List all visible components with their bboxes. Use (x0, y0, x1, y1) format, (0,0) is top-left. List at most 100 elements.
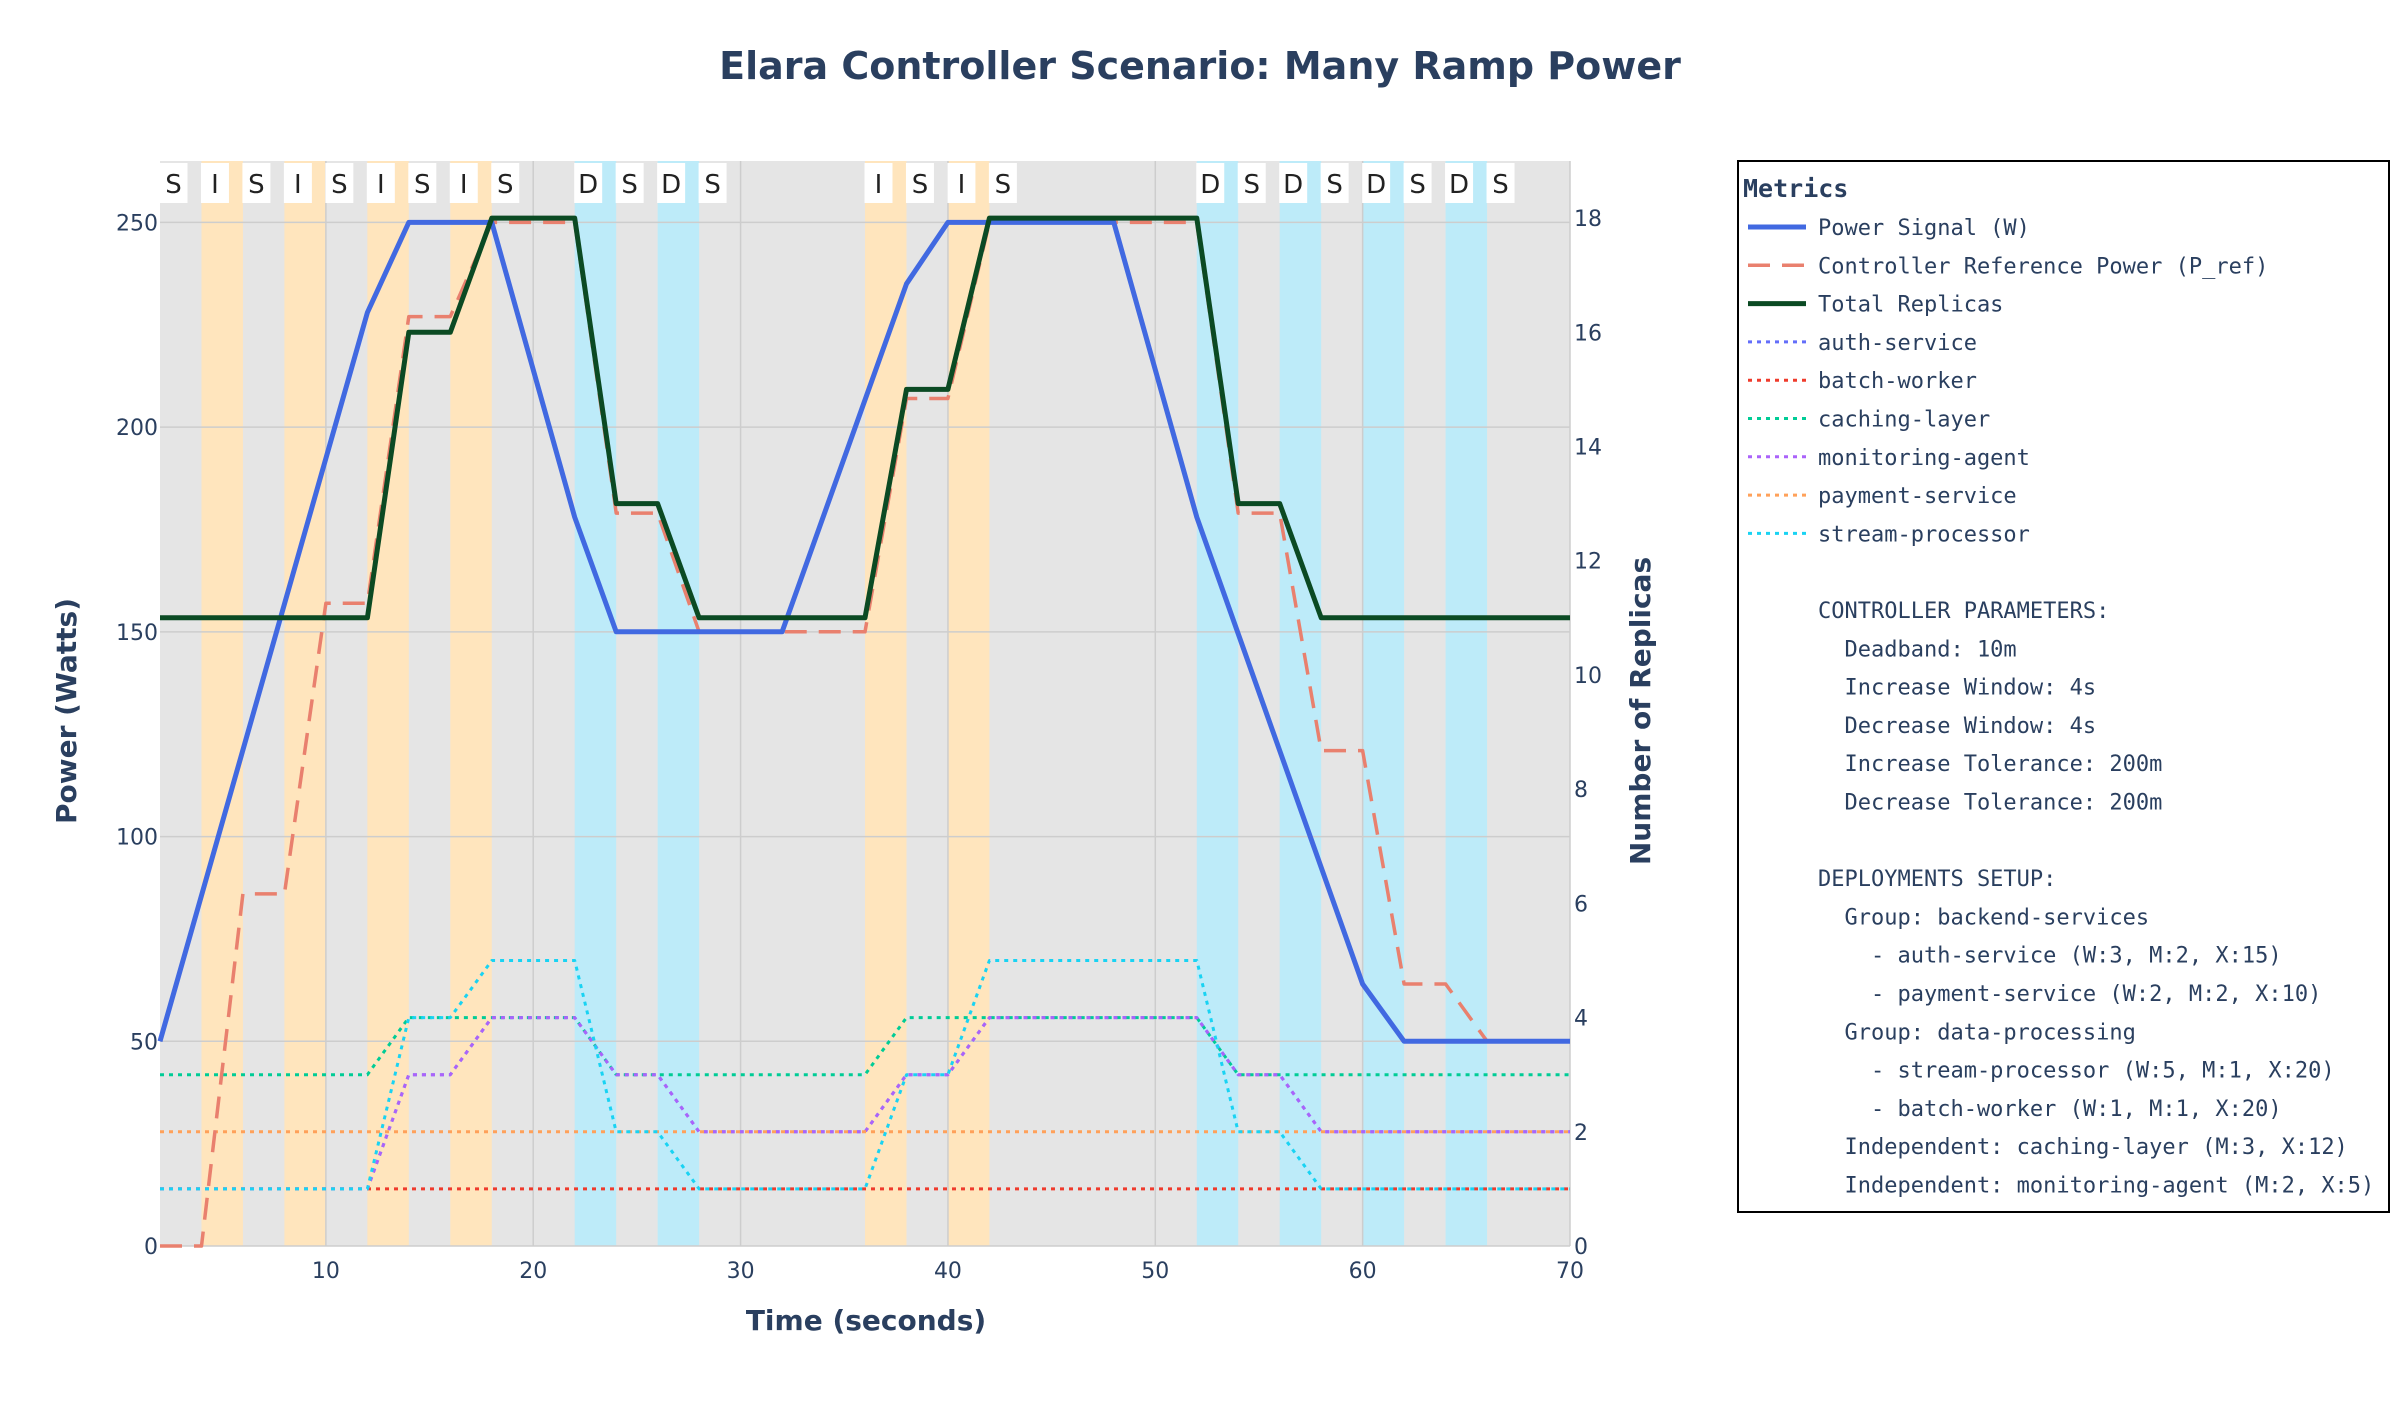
phase-label: S (1243, 170, 1260, 200)
y-tick-label: 50 (130, 1030, 158, 1055)
phase-label-box (905, 163, 934, 203)
y2-axis-title: Number of Replicas (1624, 557, 1657, 865)
phase-label: S (704, 170, 721, 200)
phase-label: I (460, 170, 468, 200)
y2-tick-label: 8 (1574, 778, 1588, 803)
legend-item-label: stream-processor (1818, 522, 2030, 547)
phase-band-increase (367, 161, 409, 1246)
phase-label: S (331, 170, 348, 200)
y2-tick-label: 0 (1574, 1235, 1588, 1260)
x-tick-label: 50 (1141, 1259, 1169, 1284)
phase-label: S (621, 170, 638, 200)
phase-label-box (947, 163, 976, 203)
y2-tick-label: 2 (1574, 1121, 1588, 1146)
phase-label-box (698, 163, 727, 203)
phase-label-box (1445, 163, 1474, 203)
legend-note: - batch-worker (W:1, M:1, X:20) (1818, 1097, 2282, 1122)
phase-label: D (1366, 170, 1386, 200)
phase-label-box (366, 163, 395, 203)
axes: 10 20 30 40 50 60 7005010015020025002468101214… (116, 207, 1602, 1284)
phase-label: S (912, 170, 929, 200)
legend-note: Increase Tolerance: 200m (1818, 752, 2162, 777)
legend-item-label: monitoring-agent (1818, 446, 2030, 471)
phase-label: D (1449, 170, 1469, 200)
legend-note: - payment-service (W:2, M:2, X:10) (1818, 982, 2321, 1007)
phase-label: D (1200, 170, 1220, 200)
phase-label: D (1283, 170, 1303, 200)
phase-band-increase (865, 161, 907, 1246)
legend-title: Metrics (1743, 174, 1848, 203)
legend-note: - stream-processor (W:5, M:1, X:20) (1818, 1059, 2335, 1084)
phase-label: I (958, 170, 966, 200)
phase-band-decrease (1279, 161, 1322, 1246)
legend: Metrics Power Signal (W) Controller Refer… (1737, 160, 2390, 1213)
legend-note: Decrease Window: 4s (1818, 714, 2096, 739)
series-lines (157, 215, 1570, 1248)
legend-note: Increase Window: 4s (1818, 676, 2096, 701)
phase-label-box (449, 163, 478, 203)
phase-label: S (248, 170, 265, 200)
phase-label: S (1326, 170, 1343, 200)
legend-item-label: Power Signal (W) (1818, 216, 2030, 241)
phase-label-box (574, 163, 603, 203)
x-tick-label: 20 (519, 1259, 547, 1284)
y-axis-title: Power (Watts) (50, 598, 83, 824)
series-line-power-signal-w (157, 219, 1570, 1044)
phase-band-decrease (1445, 161, 1488, 1246)
y2-tick-label: 6 (1574, 892, 1588, 917)
phase-label-box (1362, 163, 1391, 203)
legend-item-label: caching-layer (1818, 408, 1990, 433)
phase-label-box (1320, 163, 1349, 203)
phase-label: S (497, 170, 514, 200)
legend-note: DEPLOYMENTS SETUP: (1818, 867, 2056, 892)
legend-note: - auth-service (W:3, M:2, X:15) (1818, 944, 2282, 969)
legend-note: Independent: monitoring-agent (M:2, X:5) (1818, 1174, 2374, 1199)
phase-label: S (165, 170, 182, 200)
phase-band-decrease (1362, 161, 1405, 1246)
y2-tick-label: 18 (1574, 207, 1602, 232)
y-tick-label: 0 (144, 1235, 158, 1260)
x-tick-label: 60 (1349, 1259, 1377, 1284)
phase-label-box (1279, 163, 1308, 203)
phase-band-increase (947, 161, 990, 1246)
phase-label: I (377, 170, 385, 200)
y2-tick-label: 4 (1574, 1007, 1588, 1032)
phase-label-box (242, 163, 271, 203)
legend-note: Deadband: 10m (1818, 637, 2017, 662)
phase-label-box (988, 163, 1017, 203)
legend-item-label: batch-worker (1818, 369, 1977, 394)
phase-band-decrease (657, 161, 700, 1246)
legend-note: Independent: caching-layer (M:3, X:12) (1818, 1135, 2348, 1160)
phase-label-box (325, 163, 354, 203)
y-tick-label: 200 (116, 416, 158, 441)
phase-label: I (294, 170, 302, 200)
legend-item-label: payment-service (1818, 484, 2017, 509)
phase-band-increase (450, 161, 492, 1246)
legend-note: Group: backend-services (1818, 905, 2149, 930)
y-tick-label: 150 (116, 621, 158, 646)
phase-label-box (1237, 163, 1266, 203)
phase-label: S (1409, 170, 1426, 200)
x-tick-label: 30 (727, 1259, 755, 1284)
phase-label-box (200, 163, 229, 203)
phase-label: D (578, 170, 598, 200)
x-tick-label: 70 (1556, 1259, 1584, 1284)
y2-tick-label: 16 (1574, 321, 1602, 346)
legend-item-label: Total Replicas (1818, 293, 2003, 318)
phase-label-box (864, 163, 893, 203)
series-line-total-replicas (160, 215, 1570, 621)
phase-band-decrease (574, 161, 617, 1246)
x-tick-label: 40 (934, 1259, 962, 1284)
phase-bands (201, 161, 1488, 1246)
phase-label-box (657, 163, 686, 203)
phase-label-box (283, 163, 312, 203)
phase-band-increase (284, 161, 326, 1246)
y-tick-label: 100 (116, 826, 158, 851)
series-line-monitoring-agent (160, 1016, 1570, 1191)
legend-note: CONTROLLER PARAMETERS: (1818, 599, 2109, 624)
y2-tick-label: 14 (1574, 436, 1602, 461)
phase-label-box (491, 163, 520, 203)
